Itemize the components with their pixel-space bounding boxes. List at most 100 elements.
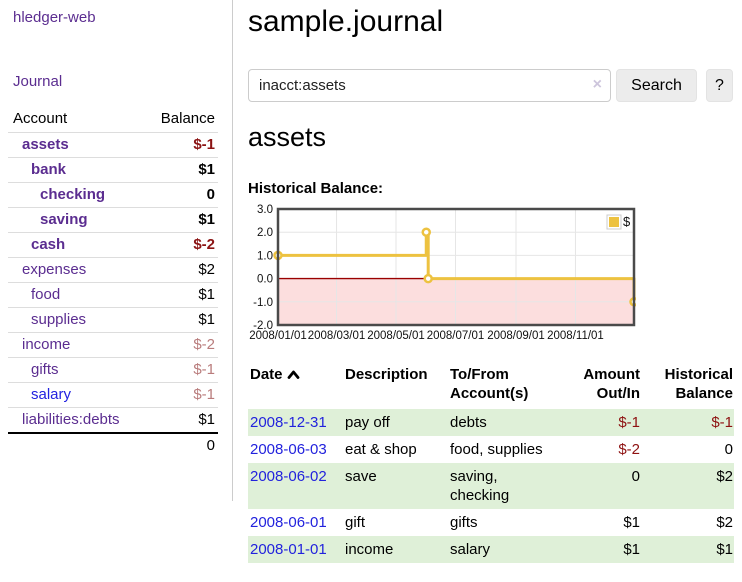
- x-axis-tick-label: 2008/09/01: [487, 330, 545, 342]
- search-button[interactable]: Search: [616, 69, 697, 102]
- account-link[interactable]: expenses: [22, 261, 87, 278]
- transaction-row: 2008-12-31 pay off debts $-1 $-1: [248, 409, 734, 436]
- account-balance: $-1: [193, 136, 215, 153]
- transaction-description: gift: [345, 514, 366, 531]
- transaction-description: income: [345, 541, 394, 558]
- account-balance: $-2: [193, 236, 215, 253]
- account-name-cell: food: [8, 283, 143, 308]
- y-axis-tick-label: 2.0: [257, 227, 273, 239]
- transaction-row: 2008-06-01 gift gifts $1 $2: [248, 509, 734, 536]
- account-balance: $-2: [193, 336, 215, 353]
- transaction-accounts: saving, checking: [450, 468, 510, 504]
- register-header-historical-balance: Historical Balance: [641, 363, 734, 409]
- transaction-amount: $-2: [618, 441, 640, 458]
- nav-journal-link[interactable]: Journal: [13, 73, 63, 90]
- y-axis-tick-label: -1.0: [253, 297, 273, 309]
- page-title: sample.journal: [248, 5, 444, 38]
- clear-search-icon[interactable]: ×: [592, 76, 602, 93]
- balance-chart: $3.0 2.0 1.0 0.0 -1.0 -2.0 2008/01/01 2008/03/0…: [248, 203, 639, 347]
- account-name-cell: liabilities:debts: [8, 408, 143, 434]
- register-header-label: To/From Account(s): [450, 366, 529, 402]
- transaction-date-cell: 2008-12-31: [248, 409, 343, 436]
- transaction-amount: $1: [623, 514, 640, 531]
- help-button[interactable]: ?: [706, 69, 733, 102]
- account-name-cell: assets: [8, 133, 143, 158]
- register-header-description: Description: [343, 363, 448, 409]
- account-balance: $2: [198, 261, 215, 278]
- account-name-cell: cash: [8, 233, 143, 258]
- x-axis-tick-label: 2008/05/01: [367, 330, 425, 342]
- account-link[interactable]: income: [22, 336, 71, 353]
- account-name-cell: income: [8, 333, 143, 358]
- account-row: gifts $-1: [8, 357, 218, 383]
- x-axis-tick-label: 2008/07/01: [427, 330, 485, 342]
- transaction-description: pay off: [345, 414, 390, 431]
- transaction-description: save: [345, 468, 377, 485]
- transaction-balance: $2: [716, 514, 733, 531]
- sort-ascending-icon[interactable]: [287, 369, 300, 380]
- transaction-date-cell: 2008-06-01: [248, 509, 343, 536]
- plot-border: [276, 207, 636, 327]
- account-link[interactable]: liabilities:debts: [22, 411, 120, 428]
- account-link[interactable]: cash: [31, 236, 66, 253]
- register-header-date[interactable]: Date: [248, 363, 343, 409]
- accounts-total-value: 0: [142, 432, 218, 458]
- transaction-date-link[interactable]: 2008-01-01: [250, 541, 327, 558]
- account-balance: $1: [198, 411, 215, 428]
- account-link[interactable]: assets: [22, 136, 69, 153]
- app-title-link[interactable]: hledger-web: [13, 9, 96, 26]
- transaction-row: 2008-06-02 save saving, checking 0 $2: [248, 463, 734, 509]
- account-link[interactable]: supplies: [31, 311, 87, 328]
- y-axis-tick-label: 3.0: [257, 204, 273, 216]
- account-name-cell: supplies: [8, 308, 143, 333]
- transaction-date-cell: 2008-06-03: [248, 436, 343, 463]
- transaction-amount: $1: [623, 541, 640, 558]
- transaction-balance: $-1: [711, 414, 733, 431]
- account-link[interactable]: salary: [31, 386, 72, 403]
- account-balance: 0: [206, 186, 215, 203]
- transaction-date-link[interactable]: 2008-06-03: [250, 441, 327, 458]
- y-axis-tick-label: -2.0: [253, 320, 273, 332]
- account-row: supplies $1: [8, 307, 218, 333]
- account-row: assets $-1: [8, 132, 218, 158]
- y-axis-tick-label: 0.0: [257, 274, 273, 286]
- transaction-row: 2008-01-01 income salary $1 $1: [248, 536, 734, 563]
- accounts-table: Account Balance assets $-1 bank $1 checking 0…: [8, 107, 218, 458]
- account-row: food $1: [8, 282, 218, 308]
- transaction-balance: 0: [724, 441, 733, 458]
- account-row: expenses $2: [8, 257, 218, 283]
- accounts-header-account: Account: [13, 110, 68, 127]
- account-row: cash $-2: [8, 232, 218, 258]
- account-balance: $1: [198, 211, 215, 228]
- transaction-description: eat & shop: [345, 441, 417, 458]
- legend-label: $: [623, 214, 631, 229]
- transaction-date-link[interactable]: 2008-06-02: [250, 468, 327, 485]
- account-row: income $-2: [8, 332, 218, 358]
- account-link[interactable]: bank: [31, 161, 67, 178]
- account-balance: $-1: [193, 386, 215, 403]
- register-header-amount-out-in: Amount Out/In: [560, 363, 641, 409]
- account-row: salary $-1: [8, 382, 218, 408]
- account-row: liabilities:debts $1: [8, 407, 218, 434]
- register-header-label: Date: [250, 366, 283, 383]
- account-balance: $1: [198, 161, 215, 178]
- account-link[interactable]: gifts: [31, 361, 59, 378]
- account-name-cell: salary: [8, 383, 143, 408]
- data-point-marker: [421, 227, 432, 237]
- x-axis-tick-label: 2008/11/01: [547, 330, 604, 342]
- transaction-date-link[interactable]: 2008-12-31: [250, 414, 327, 431]
- account-link[interactable]: saving: [40, 211, 88, 228]
- transaction-accounts: salary: [450, 541, 491, 558]
- register-header-row: Date Description To/From Account(s) Amount …: [248, 363, 734, 409]
- account-row: bank $1: [8, 157, 218, 183]
- account-link[interactable]: checking: [40, 186, 106, 203]
- account-link[interactable]: food: [31, 286, 61, 303]
- transaction-date-link[interactable]: 2008-06-01: [250, 514, 327, 531]
- register-header-label: Historical Balance: [664, 366, 733, 402]
- accounts-header-balance: Balance: [160, 110, 215, 127]
- account-balance: $-1: [193, 361, 215, 378]
- transaction-date-cell: 2008-01-01: [248, 536, 343, 563]
- transaction-balance: $1: [716, 541, 733, 558]
- search-input[interactable]: [248, 69, 611, 102]
- x-axis-tick-label: 2008/01/01: [249, 330, 307, 342]
